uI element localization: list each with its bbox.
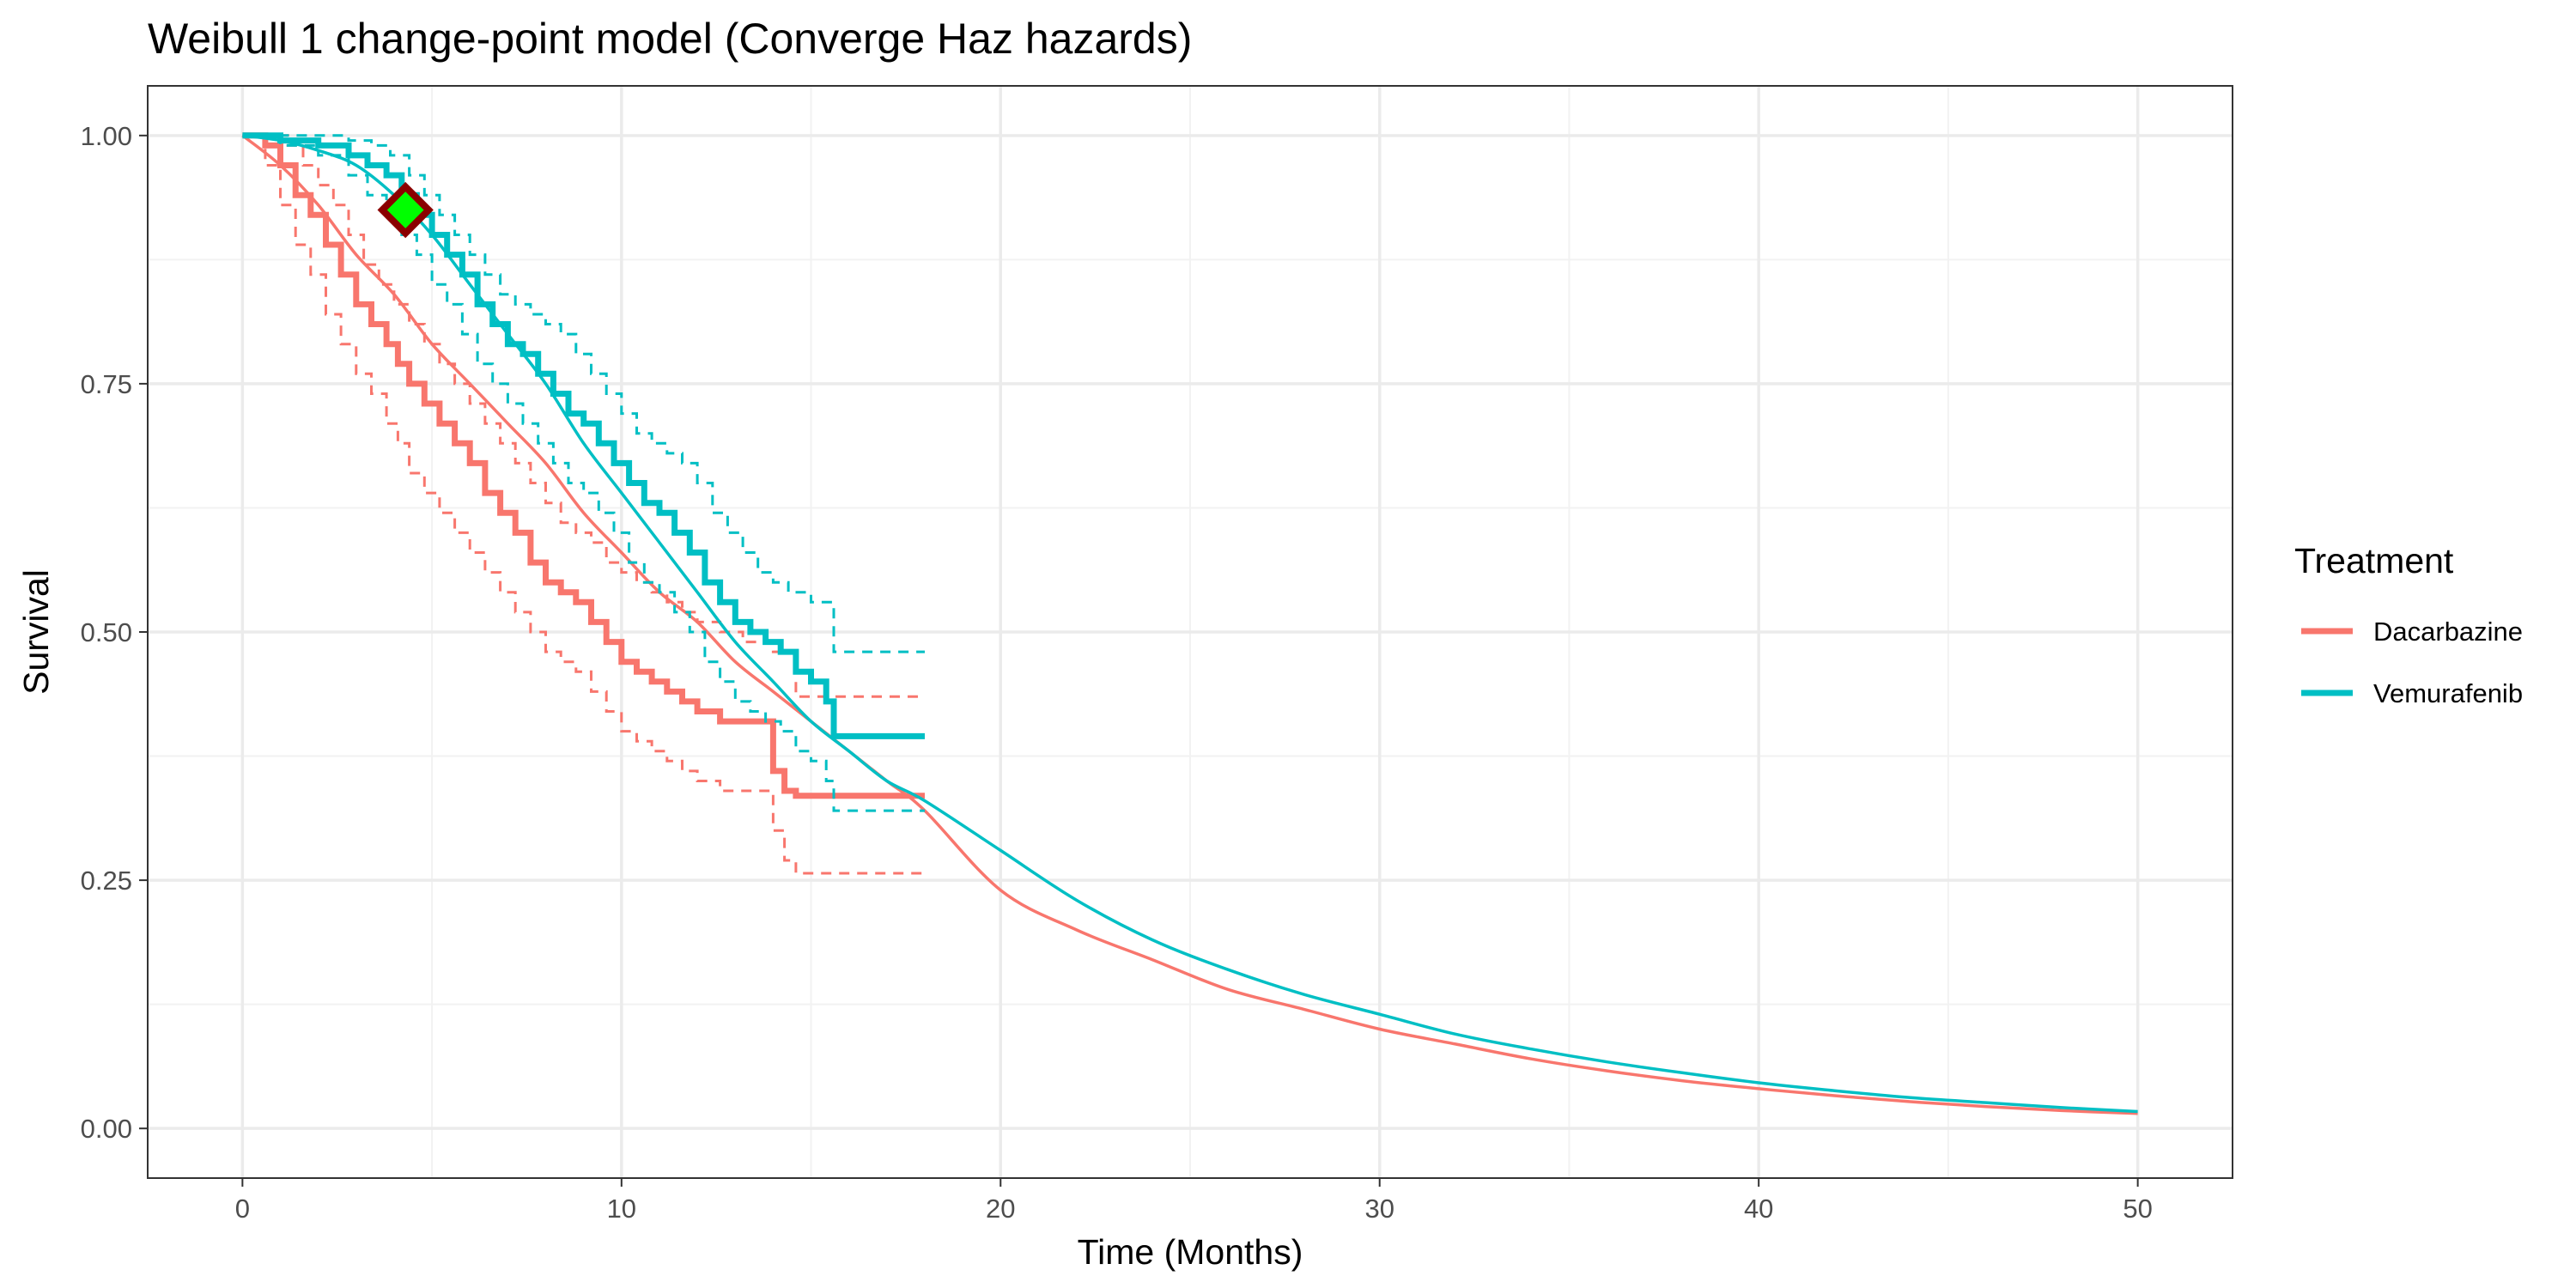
x-tick-label: 0 xyxy=(235,1194,250,1224)
dacarbazine-fitted-curve xyxy=(241,134,2138,1115)
dacarbazine-ci-lower xyxy=(242,134,925,875)
y-tick-label: 1.00 xyxy=(81,121,132,151)
legend-label-dacarbazine: Dacarbazine xyxy=(2373,617,2523,647)
grid-minor xyxy=(148,86,2233,1178)
vemurafenib-ci-upper xyxy=(242,134,925,653)
x-axis: 0 10 20 30 40 50 xyxy=(235,1178,2153,1224)
dacarbazine-ci-upper xyxy=(242,134,925,698)
legend-label-vemurafenib: Vemurafenib xyxy=(2373,678,2523,708)
grid-major xyxy=(148,86,2233,1178)
y-tick-label: 0.75 xyxy=(81,369,132,399)
change-point-marker xyxy=(377,181,434,239)
x-axis-title: Time (Months) xyxy=(1078,1232,1303,1272)
y-tick-label: 0.25 xyxy=(81,866,132,896)
x-tick-label: 10 xyxy=(607,1194,636,1224)
x-tick-label: 40 xyxy=(1744,1194,1773,1224)
y-axis-title: Survival xyxy=(16,569,56,695)
y-tick-label: 0.00 xyxy=(81,1114,132,1144)
x-tick-label: 30 xyxy=(1364,1194,1394,1224)
marker-layer xyxy=(377,181,434,239)
x-tick-label: 50 xyxy=(2123,1194,2152,1224)
chart-title: Weibull 1 change-point model (Converge H… xyxy=(148,15,1192,63)
y-axis: 0.00 0.25 0.50 0.75 1.00 xyxy=(81,121,148,1144)
y-tick-label: 0.50 xyxy=(81,617,132,647)
legend: Treatment Dacarbazine Vemurafenib xyxy=(2294,541,2523,708)
dacarbazine-km-curve xyxy=(242,132,925,799)
legend-items: Dacarbazine Vemurafenib xyxy=(2301,617,2523,708)
x-tick-label: 20 xyxy=(986,1194,1015,1224)
legend-title: Treatment xyxy=(2294,541,2454,580)
